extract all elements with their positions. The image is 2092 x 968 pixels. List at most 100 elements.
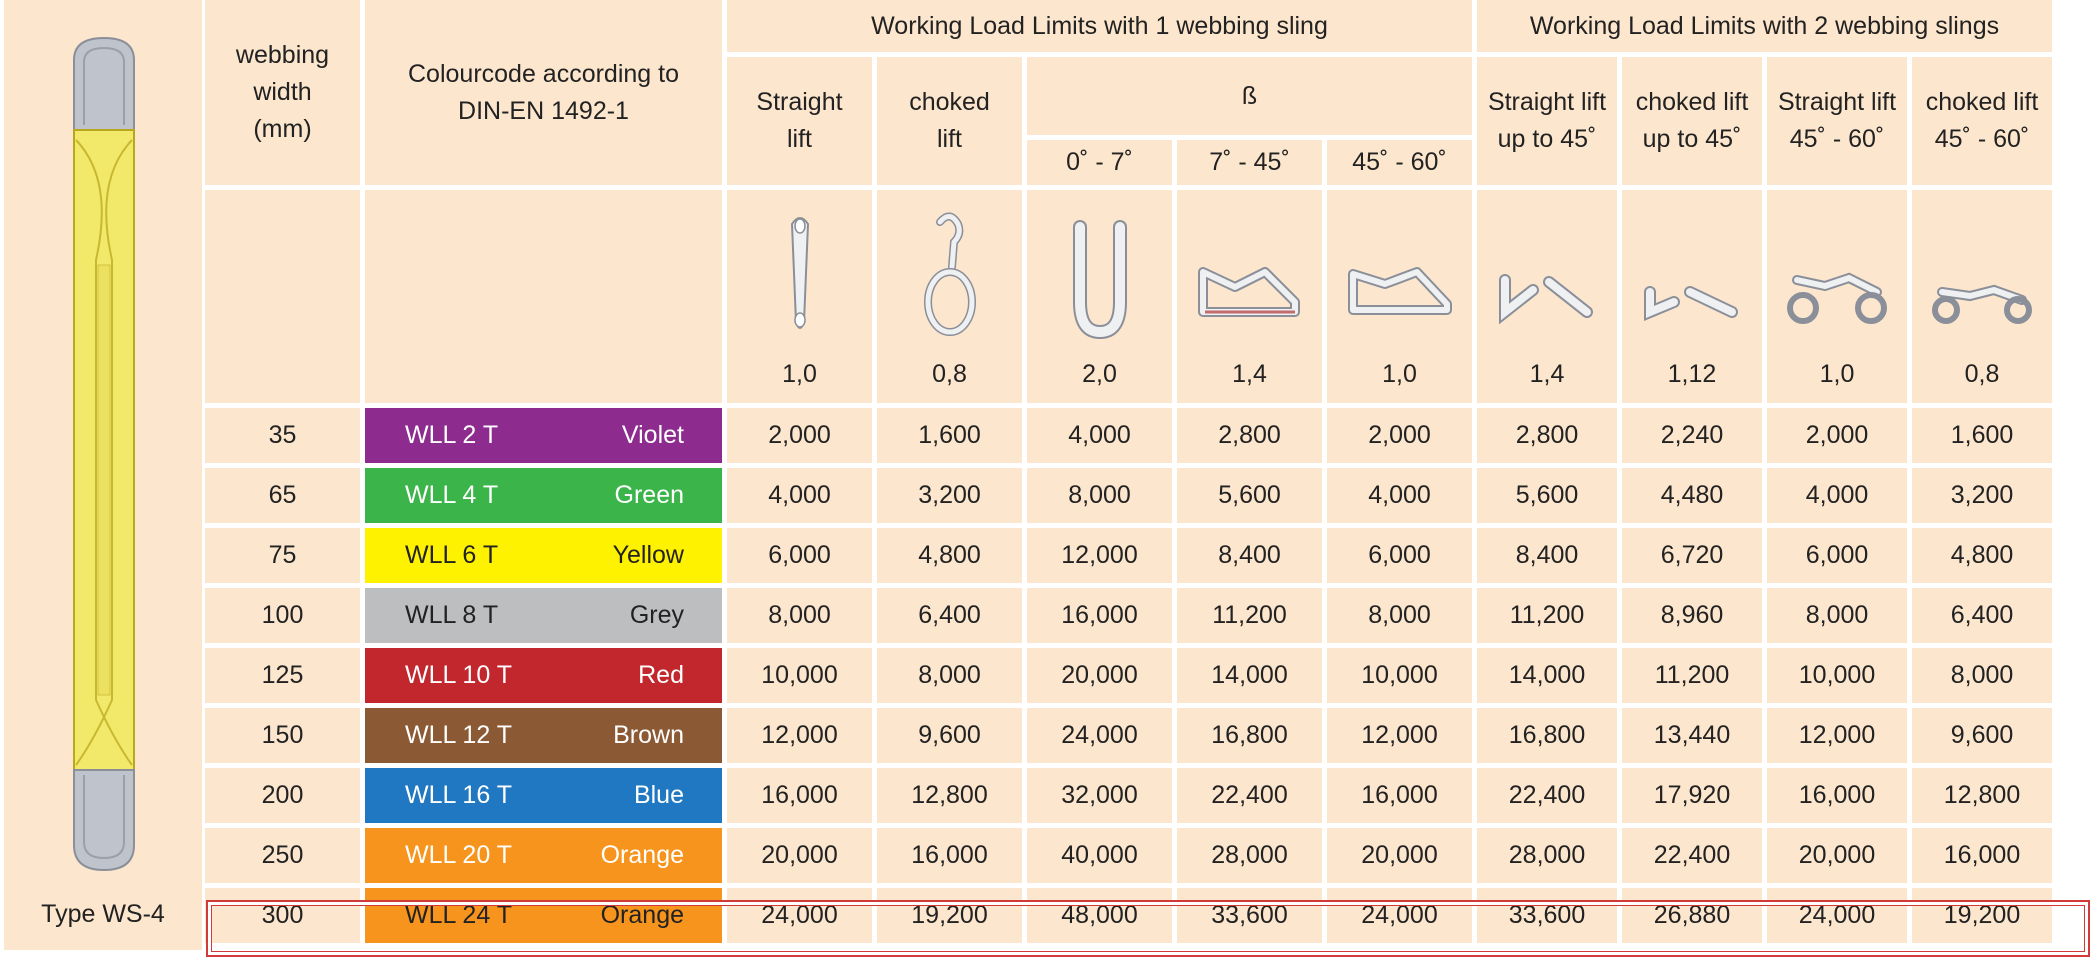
load-value-cell: 10,000 (1767, 648, 1907, 703)
basket-0-7-icon (1072, 220, 1127, 340)
load-value-cell: 20,000 (1027, 648, 1172, 703)
load-value-cell: 12,800 (1912, 768, 2052, 823)
table-row: 65 WLL 4 T Green 4,000 3,200 8,000 5,600 4,000 5… (205, 468, 2052, 523)
load-value-cell: 24,000 (1027, 708, 1172, 763)
load-value-cell: 8,000 (877, 648, 1022, 703)
factor-value: 1,4 (1232, 360, 1267, 388)
colour-name: Green (614, 481, 684, 509)
factor-value: 2,0 (1082, 360, 1117, 388)
colour-swatch: WLL 16 T Blue (365, 768, 722, 823)
load-value-cell: 8,000 (1327, 588, 1472, 643)
load-value-cell: 28,000 (1477, 828, 1617, 883)
load-value-cell: 6,720 (1622, 528, 1762, 583)
load-value-cell: 3,200 (877, 468, 1022, 523)
load-value-cell: 2,000 (1327, 408, 1472, 463)
webbing-width-cell: 100 (205, 588, 360, 643)
colourcode-cell: WLL 12 T Brown (365, 708, 722, 763)
table-row: 75 WLL 6 T Yellow 6,000 4,800 12,000 8,400 6,00… (205, 528, 2052, 583)
two-sling-choked-icon (1644, 286, 1738, 321)
load-value-cell: 22,400 (1177, 768, 1322, 823)
load-value-cell: 9,600 (1912, 708, 2052, 763)
load-value-cell: 8,000 (1027, 468, 1172, 523)
load-value-cell: 22,400 (1477, 768, 1617, 823)
colour-swatch: WLL 6 T Yellow (365, 528, 722, 583)
load-value-cell: 32,000 (1027, 768, 1172, 823)
sling-type-caption: Type WS-4 (41, 900, 165, 928)
load-value-cell: 2,800 (1477, 408, 1617, 463)
load-value-cell: 6,000 (1767, 528, 1907, 583)
wll-label: WLL 10 T (405, 661, 512, 689)
colour-swatch: WLL 24 T Orange (365, 888, 722, 943)
load-value-cell: 1,600 (877, 408, 1022, 463)
load-value-cell: 12,000 (727, 708, 872, 763)
colourcode-cell: WLL 10 T Red (365, 648, 722, 703)
colour-name: Red (638, 661, 684, 689)
wll-label: WLL 24 T (405, 901, 512, 929)
choked-lift-icon (923, 212, 976, 336)
load-value-cell: 6,400 (1912, 588, 2052, 643)
load-value-cell: 16,000 (877, 828, 1022, 883)
table-row: 35 WLL 2 T Violet 2,000 1,600 4,000 2,800 2,000… (205, 408, 2052, 463)
table-row: 125 WLL 10 T Red 10,000 8,000 20,000 14,000 10,… (205, 648, 2052, 703)
basket-45-60-cell: 1,0 (1327, 190, 1472, 403)
load-value-cell: 2,000 (1767, 408, 1907, 463)
webbing-width-cell: 300 (205, 888, 360, 943)
table-row: 150 WLL 12 T Brown 12,000 9,600 24,000 16,800 1… (205, 708, 2052, 763)
load-value-cell: 4,000 (1767, 468, 1907, 523)
load-value-cell: 2,000 (727, 408, 872, 463)
load-value-cell: 4,800 (1912, 528, 2052, 583)
webbing-width-cell: 35 (205, 408, 360, 463)
two-sling-choked-cell: 1,12 (1622, 190, 1762, 403)
webbing-width-cell: 200 (205, 768, 360, 823)
load-value-cell: 8,400 (1177, 528, 1322, 583)
colour-name: Grey (629, 601, 684, 629)
header-angle-7-45: 7˚ - 45˚ (1177, 140, 1322, 185)
load-value-cell: 1,600 (1912, 408, 2052, 463)
colour-name: Yellow (612, 541, 684, 569)
load-value-cell: 33,600 (1177, 888, 1322, 943)
load-value-cell: 20,000 (727, 828, 872, 883)
load-value-cell: 24,000 (1327, 888, 1472, 943)
wll-label: WLL 12 T (405, 721, 512, 749)
table-row: 100 WLL 8 T Grey 8,000 6,400 16,000 11,200 8,00… (205, 588, 2052, 643)
load-value-cell: 16,800 (1477, 708, 1617, 763)
header-straight-45-60: Straight lift 45˚ - 60˚ (1767, 57, 1907, 185)
load-value-cell: 4,000 (1027, 408, 1172, 463)
factor-value: 0,8 (1964, 360, 2000, 388)
load-value-cell: 11,200 (1622, 648, 1762, 703)
wll-label: WLL 8 T (405, 601, 499, 629)
colourcode-cell: WLL 6 T Yellow (365, 528, 722, 583)
load-value-cell: 16,000 (1912, 828, 2052, 883)
wll-label: WLL 2 T (405, 421, 499, 449)
load-value-cell: 13,440 (1622, 708, 1762, 763)
header-angle-45-60: 45˚ - 60˚ (1327, 140, 1472, 185)
webbing-width-cell: 150 (205, 708, 360, 763)
load-value-cell: 14,000 (1477, 648, 1617, 703)
colourcode-cell: WLL 16 T Blue (365, 768, 722, 823)
load-value-cell: 11,200 (1177, 588, 1322, 643)
load-value-cell: 8,000 (1767, 588, 1907, 643)
load-value-cell: 20,000 (1327, 828, 1472, 883)
load-value-cell: 2,240 (1622, 408, 1762, 463)
load-value-cell: 4,800 (877, 528, 1022, 583)
colour-swatch: WLL 12 T Brown (365, 708, 722, 763)
load-value-cell: 4,000 (1327, 468, 1472, 523)
load-value-cell: 16,000 (727, 768, 872, 823)
colour-swatch: WLL 4 T Green (365, 468, 722, 523)
load-value-cell: 17,920 (1622, 768, 1762, 823)
load-value-cell: 6,000 (727, 528, 872, 583)
factor-value: 1,0 (1819, 360, 1855, 388)
wll-label: WLL 4 T (405, 481, 499, 509)
working-load-limits-table: webbing width (mm) Colourcode according … (200, 0, 2057, 948)
colourcode-cell: WLL 20 T Orange (365, 828, 722, 883)
factor-value: 1,12 (1667, 360, 1717, 388)
choked-lift-cell: 0,8 (877, 190, 1022, 403)
load-value-cell: 16,800 (1177, 708, 1322, 763)
basket-45-60-icon (1347, 267, 1452, 315)
two-sling-choked-45-60-icon (1932, 284, 2032, 324)
load-value-cell: 8,000 (727, 588, 872, 643)
basket-0-7-cell: 2,0 (1027, 190, 1172, 403)
colourcode-cell: WLL 2 T Violet (365, 408, 722, 463)
load-value-cell: 26,880 (1622, 888, 1762, 943)
webbing-width-cell: 125 (205, 648, 360, 703)
